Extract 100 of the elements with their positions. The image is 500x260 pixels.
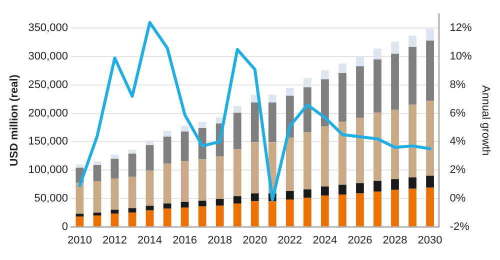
bar [268,94,276,103]
bar [426,28,434,41]
bar [128,208,136,213]
bar [76,216,84,226]
x-tick-label: 2016 [172,234,198,246]
bar [408,177,416,189]
bar [268,102,276,142]
bar [286,138,294,192]
y2-tick-label: 2% [450,164,466,176]
bar [338,194,346,226]
bar [198,122,206,128]
bar [93,164,102,182]
bar [198,206,206,226]
bar [303,78,312,88]
x-tick-label: 2024 [312,234,338,246]
bar [338,184,346,194]
y-tick-label: 300,000 [28,50,68,63]
bar [268,201,276,226]
bar [163,130,172,137]
bar [408,46,416,105]
bar [356,56,364,66]
bar [93,162,102,165]
x-tick-label: 2028 [382,234,408,246]
bar [110,178,119,210]
bar [338,122,346,185]
bar [146,140,154,146]
bar [250,102,259,142]
y-tick-label: 150,000 [28,136,68,148]
y-tick-label: 100,000 [28,164,68,176]
y2-tick-label: -2% [450,220,470,233]
bar [233,204,242,226]
bar [216,198,224,206]
y2-tick-label: 0% [450,192,466,204]
bar [303,189,312,198]
x-tick-label: 2030 [418,234,442,246]
bar [146,170,154,206]
bar [391,179,399,190]
bar [408,188,416,226]
bar [128,150,136,154]
bar [146,206,154,210]
bar [128,154,136,177]
bar [426,40,434,101]
bar [110,158,119,179]
bar [338,73,346,122]
bar [320,126,329,187]
bar [374,59,382,113]
bar [391,190,399,226]
bar [128,176,136,208]
x-tick-label: 2022 [278,234,302,246]
y2-tick-label: 12% [450,22,472,34]
bar [233,149,242,196]
bar [216,206,224,226]
bar [233,196,242,204]
bar [303,132,312,190]
x-tick-label: 2020 [242,234,268,246]
bar [110,154,119,159]
bar [338,63,346,74]
bar [180,160,189,202]
bar [356,66,364,118]
bar [216,156,224,199]
bar [163,208,172,226]
bar [408,104,416,178]
bar [426,188,434,226]
y2-tick-label: 8% [450,78,466,91]
bar [320,70,329,80]
bar [198,200,206,206]
bar [163,136,172,164]
x-tick-label: 2026 [348,234,372,246]
bar [93,215,102,226]
x-tick-label: 2012 [102,234,127,246]
bar [76,214,84,217]
bar [374,48,382,60]
bar [180,208,189,226]
bar [233,106,242,113]
bar [146,145,154,171]
bar [93,212,102,216]
bar [233,112,242,150]
bar [250,142,259,194]
y2-tick-label: 10% [450,50,472,63]
bar [374,180,382,192]
bar [180,202,189,208]
bar [110,214,119,226]
bar [356,193,364,226]
y2-tick-label: 4% [450,136,466,148]
bar [320,196,329,226]
bar [408,36,416,47]
y-tick-label: 0 [62,220,68,233]
bar [250,201,259,226]
bar [391,54,399,110]
bar [356,183,364,194]
y-tick-label: 250,000 [28,78,68,91]
bar [320,79,329,126]
y-tick-label: 200,000 [28,107,68,120]
bar [426,176,434,188]
bar [286,200,294,226]
bar [250,193,259,202]
y-axis-title: USD million (real) [8,74,21,166]
bar [93,181,102,213]
y-tick-label: 350,000 [28,22,68,34]
x-tick-label: 2018 [208,234,232,246]
